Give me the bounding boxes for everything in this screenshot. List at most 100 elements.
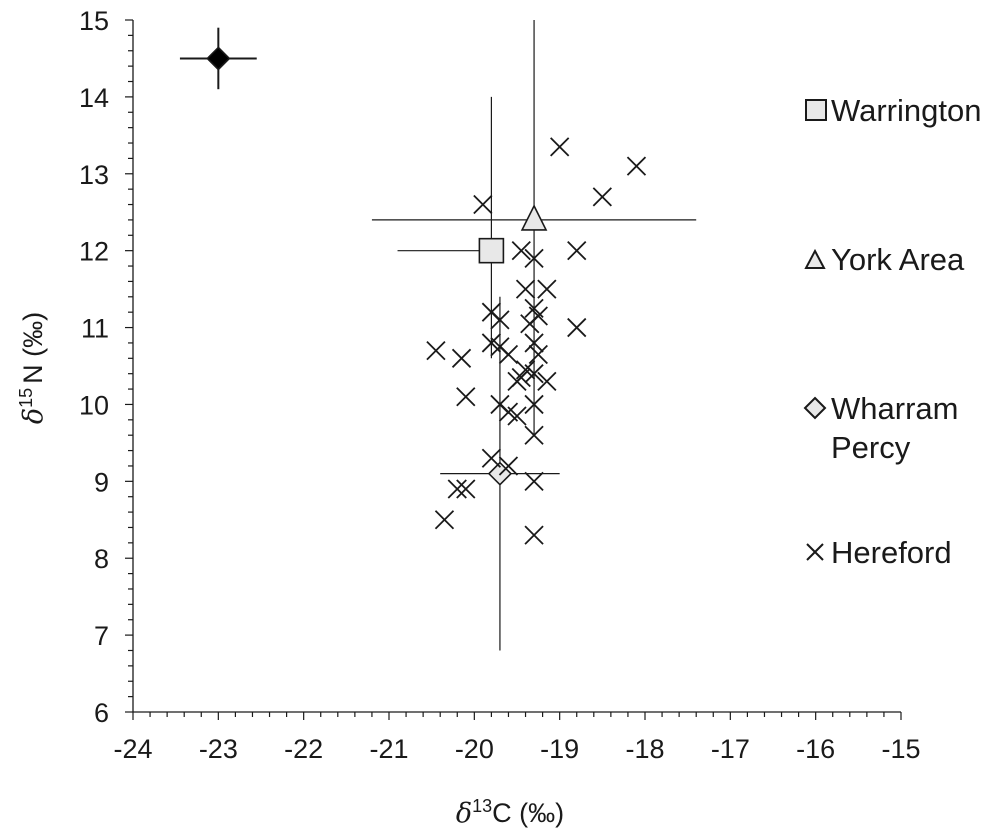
cross-stroke	[524, 248, 544, 268]
hereford-point	[456, 387, 476, 407]
y-axis-title: δ15N (‰)	[16, 312, 49, 424]
cross-stroke	[524, 394, 544, 415]
cross-stroke	[426, 340, 446, 361]
y-tick-label: 6	[94, 698, 109, 728]
york-area-mean-marker	[520, 204, 548, 231]
cross-stroke	[447, 479, 467, 499]
cross-stroke	[511, 241, 531, 261]
legend-triangle-marker	[804, 248, 826, 269]
y-tick-label: 13	[79, 160, 109, 190]
y-tick-label: 15	[79, 6, 109, 36]
x-tick-label: -16	[796, 734, 835, 764]
cross-stroke	[451, 348, 472, 368]
hereford-point	[490, 310, 510, 330]
legend: Warrington York Area Wharram Percy Heref…	[803, 93, 981, 570]
cross-stroke	[507, 406, 527, 426]
hereford-point	[524, 394, 544, 415]
error-bars	[179, 20, 697, 651]
hereford-point	[550, 137, 570, 157]
tick-labels: -24 -23 -22 -21 -20 -19 -18 -17 -16 -15 6 7 8 9 10 11 12…	[79, 6, 921, 764]
cross-stroke	[515, 279, 536, 299]
y-tick-label: 10	[79, 390, 109, 420]
cross-stroke	[456, 387, 476, 407]
cross-stroke	[567, 241, 587, 261]
cross-stroke	[481, 333, 502, 353]
cross-stroke	[473, 194, 493, 215]
x-axis-title: δ13C (‰)	[456, 796, 564, 829]
hereford-point	[524, 425, 544, 445]
warrington-mean-marker	[478, 237, 505, 264]
legend-item-wharram-percy: Wharram Percy	[803, 391, 958, 465]
legend-label-york-area: York Area	[831, 242, 965, 277]
hereford-point	[528, 344, 548, 365]
cross-stroke	[524, 333, 544, 353]
cross-stroke	[524, 525, 544, 545]
cross-stroke	[528, 344, 548, 365]
cross-stroke	[537, 371, 557, 392]
hereford-point	[511, 241, 531, 261]
legend-label-wharram: Wharram	[831, 391, 958, 426]
hereford-point	[524, 333, 544, 353]
hereford-point	[434, 510, 455, 530]
cross-stroke	[524, 364, 544, 384]
x-tick-label: -19	[540, 734, 579, 764]
x-tick-label: -23	[199, 734, 238, 764]
legend-label-percy: Percy	[831, 430, 911, 465]
cross-stroke	[524, 471, 544, 491]
axes	[125, 19, 902, 720]
x-tick-label: -15	[881, 734, 920, 764]
cross-stroke	[592, 187, 612, 207]
reference-mean-marker	[206, 46, 231, 71]
x-tick-label: -18	[625, 734, 664, 764]
y-tick-label: 12	[79, 237, 109, 267]
data-markers	[206, 46, 647, 545]
hereford-point	[537, 371, 557, 392]
x-tick-label: -20	[455, 734, 494, 764]
cross-stroke	[481, 448, 502, 468]
cross-stroke	[520, 314, 540, 334]
cross-stroke	[507, 371, 527, 392]
x-tick-label: -22	[284, 734, 323, 764]
hereford-point	[451, 348, 472, 368]
cross-stroke	[537, 279, 557, 299]
cross-stroke	[490, 310, 510, 330]
x-tick-label: -24	[113, 734, 152, 764]
hereford-point	[447, 479, 467, 499]
y-tick-label: 11	[81, 314, 109, 344]
cross-stroke	[498, 402, 519, 422]
hereford-point	[626, 156, 647, 176]
legend-diamond-marker	[803, 396, 827, 420]
hereford-point	[524, 248, 544, 268]
hereford-point	[507, 371, 527, 392]
hereford-point	[498, 456, 519, 476]
y-tick-label: 8	[94, 544, 109, 574]
hereford-point	[515, 279, 536, 299]
cross-stroke	[626, 156, 647, 176]
legend-item-york-area: York Area	[804, 242, 965, 277]
x-tick-label: -21	[369, 734, 408, 764]
y-tick-label: 7	[94, 621, 109, 651]
legend-label-hereford: Hereford	[831, 535, 952, 570]
y-tick-label: 9	[94, 467, 109, 497]
hereford-point	[537, 279, 557, 299]
cross-stroke	[498, 344, 519, 365]
hereford-point	[592, 187, 612, 207]
legend-label-warrington: Warrington	[831, 93, 981, 128]
hereford-point	[473, 194, 493, 215]
legend-square-marker	[805, 99, 827, 121]
cross-stroke	[550, 137, 570, 157]
legend-item-warrington: Warrington	[805, 93, 981, 128]
cross-stroke	[498, 456, 519, 476]
legend-item-hereford: Hereford	[806, 535, 952, 570]
hereford-point	[567, 241, 587, 261]
hereford-point	[481, 448, 502, 468]
hereford-point	[567, 317, 587, 338]
cross-stroke	[434, 510, 455, 530]
hereford-point	[520, 314, 540, 334]
hereford-point	[456, 479, 476, 499]
legend-cross-marker	[806, 543, 824, 561]
cross-stroke	[456, 479, 476, 499]
hereford-point	[524, 525, 544, 545]
hereford-point	[507, 406, 527, 426]
hereford-point	[498, 344, 519, 365]
